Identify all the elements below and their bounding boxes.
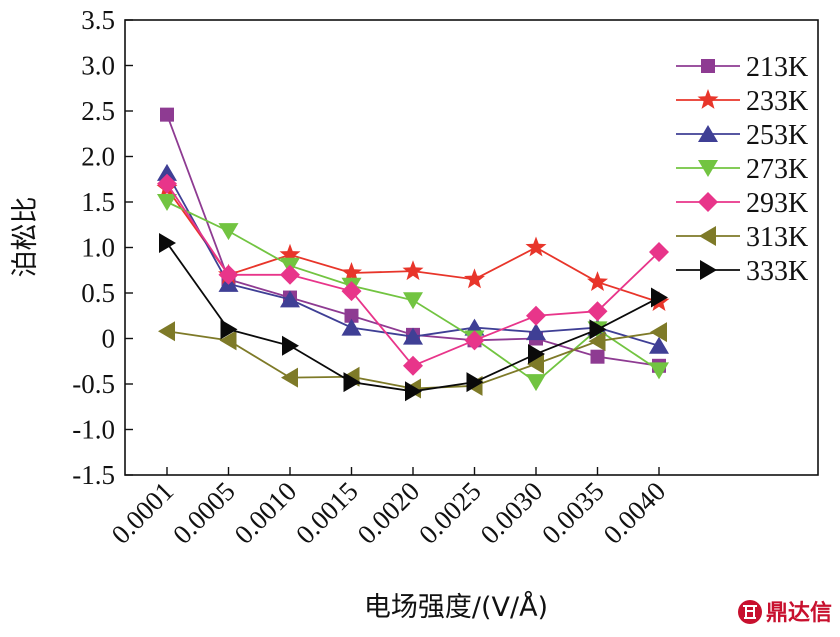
legend-item: 293K [676,188,808,219]
data-point [403,327,423,345]
data-point [341,318,362,336]
data-point [341,262,362,282]
series-layer [156,107,670,402]
legend-item: 253K [676,120,808,151]
data-point [590,349,605,364]
data-point [344,308,359,323]
data-point [526,323,546,341]
legend-marker [699,226,716,246]
data-point [157,163,177,181]
y-tick-label: -1.0 [72,415,115,445]
data-point [403,355,423,376]
data-point [281,367,298,388]
data-point [218,223,239,241]
y-tick-label: -0.5 [72,369,115,399]
y-tick-label: -1.5 [72,460,115,490]
legend-marker [700,260,717,280]
y-tick-label: 2.0 [81,142,115,172]
data-point [157,194,177,211]
legend-label: 293K [746,188,808,219]
legend-item: 233K [676,86,808,117]
y-tick-label: 1.5 [81,187,115,217]
legend-label: 233K [746,86,808,117]
legend-label: 273K [746,154,808,185]
data-point [527,353,544,374]
data-point [159,232,176,253]
data-point [526,374,546,392]
data-point [158,321,175,342]
data-point [403,292,423,310]
legend-label: 313K [746,222,808,253]
data-point [466,372,484,393]
data-point [280,290,300,308]
legend-item: 333K [676,256,808,287]
legend-label: 213K [746,52,808,83]
watermark-text: 鼎达信 [766,600,832,626]
series-293K [157,173,669,376]
y-tick-label: 2.5 [81,96,115,126]
data-point [589,319,607,340]
data-point [525,236,547,257]
data-point [218,264,239,285]
data-point [220,319,238,340]
y-tick-label: 1.0 [81,233,115,263]
y-axis-title: 泊松比 [10,197,41,278]
data-point [651,287,668,308]
data-point [219,330,237,351]
legend-item: 273K [676,154,808,185]
data-point [526,305,546,326]
data-point [588,331,606,352]
data-point [405,381,422,402]
legend-label: 333K [746,256,808,287]
data-point [160,107,174,122]
legend-label: 253K [746,120,808,151]
legend-marker [697,89,719,109]
data-point [587,271,608,291]
legend-marker [698,160,718,177]
data-point [649,336,669,354]
y-tick-label: 3.5 [81,5,115,35]
data-point [282,335,299,356]
watermark: 鼎达信 [738,600,832,626]
y-tick-label: 0 [102,324,116,354]
data-point [341,281,362,302]
y-tick-label: 3.0 [81,51,115,81]
legend-item: 213K [676,52,808,83]
logo-icon [738,600,762,624]
y-tick-label: 0.5 [81,278,115,308]
legend-item: 313K [676,222,808,253]
x-axis-title: 电场强度/(V/Å) [364,591,548,623]
series-313K [158,321,667,399]
data-point [157,173,177,194]
data-point [528,343,545,364]
data-point [464,330,485,351]
legend-marker [701,59,715,73]
data-point [650,322,667,343]
data-point [402,260,424,281]
series-333K [159,232,668,402]
y-axis: -1.5 -1.0 -0.5 0 0.5 1.0 1.5 2.0 2.5 3.0 3.5 [72,5,133,490]
data-point [279,243,301,264]
data-point [280,264,300,285]
data-point [587,301,608,322]
data-point [343,372,361,393]
data-point [649,242,669,263]
data-point [649,362,669,380]
legend-marker [698,125,718,142]
data-point [464,268,485,289]
legend-marker [698,192,718,212]
